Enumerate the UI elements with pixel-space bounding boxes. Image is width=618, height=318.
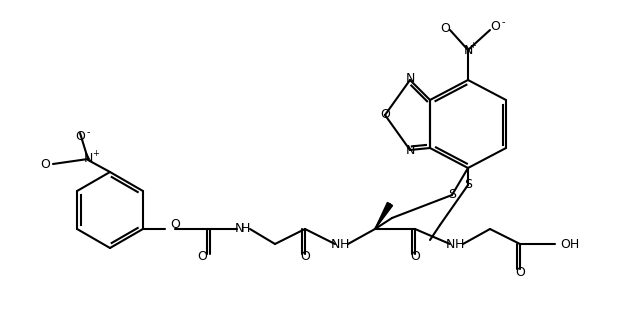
Text: S: S [448,189,456,202]
Text: N: N [405,144,415,157]
Text: +: + [93,149,99,157]
Text: -: - [87,127,90,137]
Text: O: O [197,251,207,264]
Text: H: H [454,238,464,251]
Text: O: O [170,218,180,231]
Text: O: O [490,19,500,32]
Text: N: N [405,73,415,86]
Text: O: O [75,130,85,143]
Text: O: O [515,266,525,279]
Text: S: S [464,178,472,191]
Text: N: N [83,153,93,165]
Text: N: N [234,223,243,236]
Text: N: N [330,238,340,251]
Text: O: O [380,108,390,121]
Text: H: H [240,223,250,236]
Text: O: O [40,157,50,170]
Text: H: H [339,238,349,251]
Text: O: O [410,251,420,264]
Text: O: O [440,22,450,34]
Text: +: + [470,42,476,51]
Text: -: - [501,17,505,27]
Text: O: O [300,251,310,264]
Text: OH: OH [560,238,579,251]
Polygon shape [375,203,392,229]
Text: N: N [464,44,473,57]
Text: N: N [446,238,455,251]
